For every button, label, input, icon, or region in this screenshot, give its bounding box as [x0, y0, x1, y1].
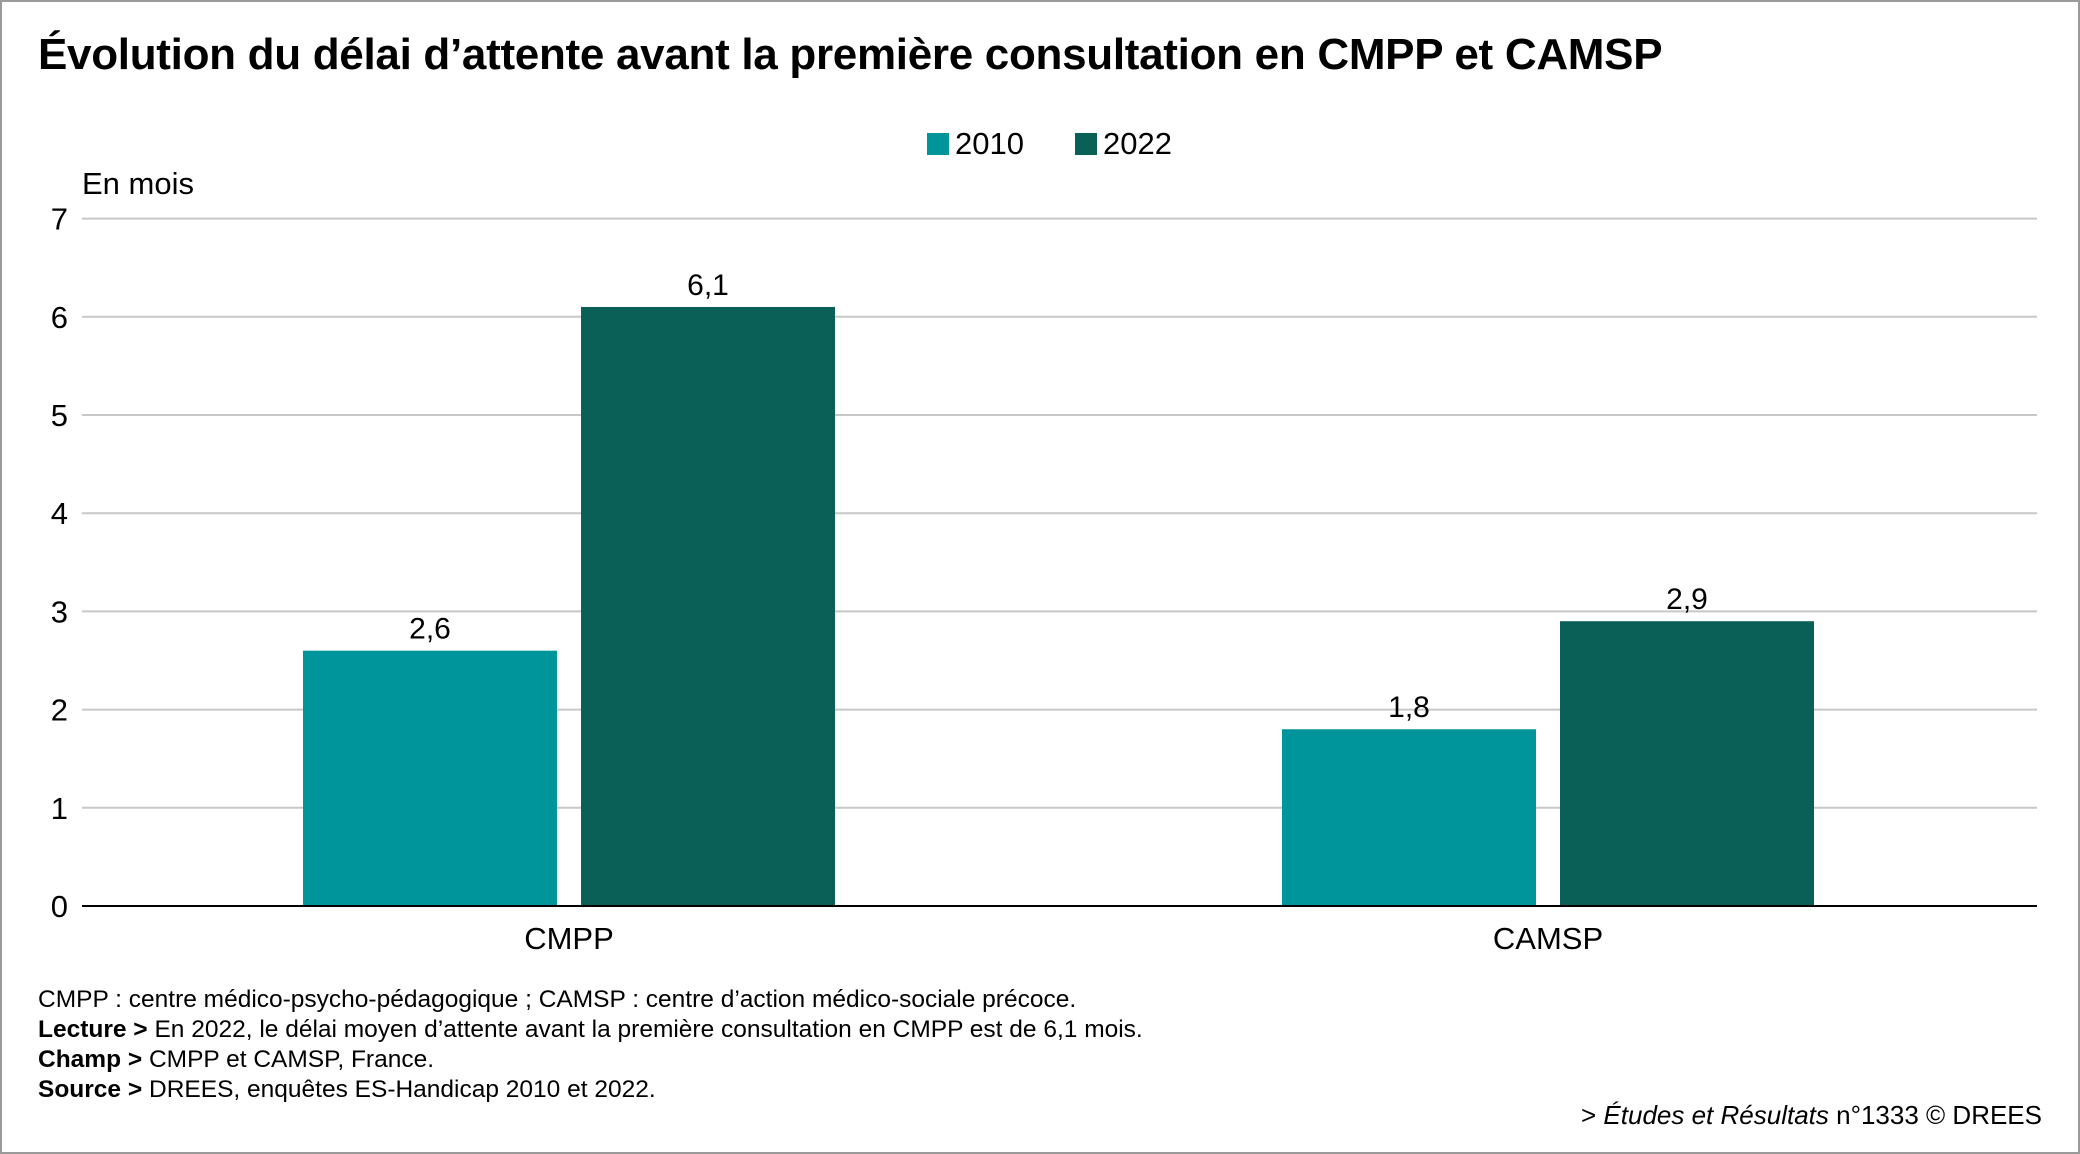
legend-item-2022: 2022: [1075, 126, 1172, 162]
notes-champ-text: CMPP et CAMSP, France.: [148, 1046, 434, 1073]
bar-camsp-2010: [1282, 729, 1536, 906]
data-label-camsp-2010: 1,8: [1388, 691, 1430, 724]
notes-lecture-label: Lecture >: [38, 1016, 148, 1043]
notes-lecture-text: En 2022, le délai moyen d’attente avant …: [154, 1016, 1143, 1043]
notes-champ-label: Champ >: [38, 1046, 143, 1073]
legend-label-2010: 2010: [955, 126, 1024, 161]
chart-legend: 2010 2022: [0, 126, 2080, 166]
y-tick-label-2: 2: [51, 693, 68, 728]
credit-suffix: n°1333 © DREES: [1828, 1100, 2042, 1130]
y-tick-label-3: 3: [51, 594, 68, 629]
y-tick-label-4: 4: [51, 496, 68, 531]
chart-notes: CMPP : centre médico-psycho-pédagogique …: [38, 985, 1143, 1105]
data-label-cmpp-2022: 6,1: [687, 269, 729, 302]
data-label-cmpp-2010: 2,6: [409, 613, 451, 646]
notes-lecture: Lecture > En 2022, le délai moyen d’atte…: [38, 1015, 1143, 1045]
x-category-label-camsp: CAMSP: [1493, 921, 1603, 956]
bar-cmpp-2022: [581, 306, 835, 907]
notes-source-label: Source >: [38, 1076, 143, 1103]
notes-champ: Champ > CMPP et CAMSP, France.: [38, 1045, 1143, 1075]
notes-source: Source > DREES, enquêtes ES-Handicap 201…: [38, 1075, 1143, 1105]
legend-label-2022: 2022: [1103, 126, 1172, 161]
notes-definitions: CMPP : centre médico-psycho-pédagogique …: [38, 986, 1077, 1013]
bar-camsp-2022: [1560, 621, 1814, 906]
notes-source-text: DREES, enquêtes ES-Handicap 2010 et 2022…: [149, 1076, 656, 1103]
chart-title: Évolution du délai d’attente avant la pr…: [38, 30, 1663, 79]
legend-swatch-2022: [1075, 133, 1097, 155]
y-tick-label-5: 5: [51, 398, 68, 433]
y-tick-label-6: 6: [51, 300, 68, 335]
x-category-label-cmpp: CMPP: [524, 921, 614, 956]
legend-item-2010: 2010: [927, 126, 1024, 162]
y-axis-unit-label: En mois: [82, 166, 194, 201]
y-tick-label-1: 1: [51, 791, 68, 826]
y-tick-label-0: 0: [51, 889, 68, 924]
bar-cmpp-2010: [303, 650, 557, 906]
data-label-camsp-2022: 2,9: [1666, 583, 1708, 616]
credit-prefix: >: [1581, 1100, 1604, 1130]
y-tick-label-7: 7: [51, 202, 68, 237]
credit-publication: Études et Résultats: [1603, 1100, 1829, 1130]
publication-credit: > Études et Résultats n°1333 © DREES: [1581, 1100, 2042, 1131]
legend-swatch-2010: [927, 133, 949, 155]
